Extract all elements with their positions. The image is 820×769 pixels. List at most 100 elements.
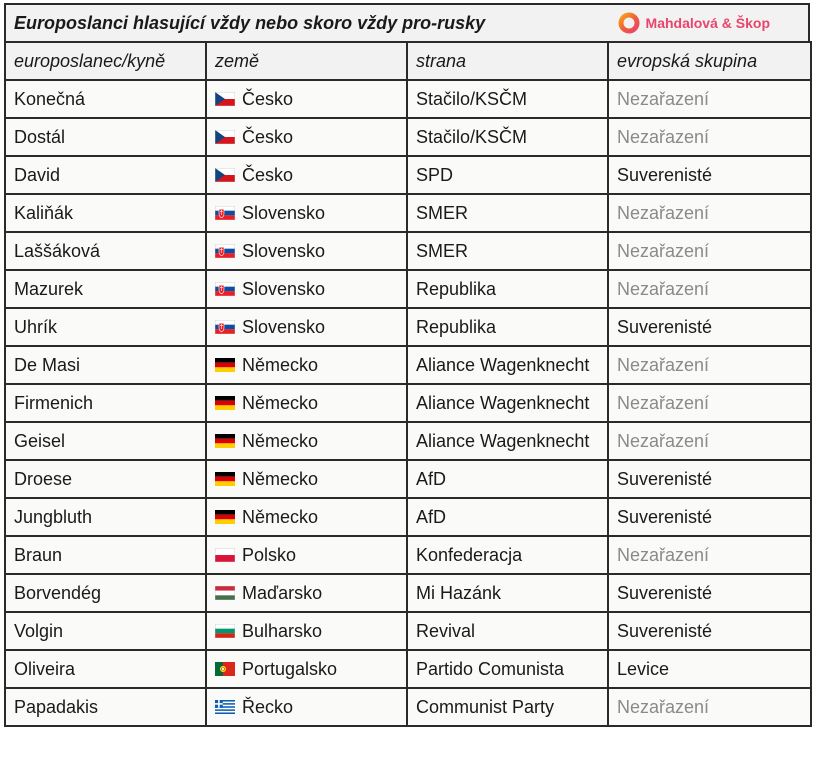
flag-sk-icon [214, 204, 236, 220]
flag-de-icon [215, 470, 235, 486]
flag-pt-icon [215, 660, 235, 676]
flag-sk-icon [214, 318, 236, 334]
party-name: Communist Party [406, 687, 609, 727]
country-name: Česko [242, 126, 294, 147]
group-name: Nezařazení [607, 117, 812, 157]
table-row: Dostál Česko Stačilo/KSČM Nezařazení [4, 117, 812, 157]
country-name: Česko [242, 88, 294, 109]
group-name: Nezařazení [607, 269, 812, 309]
brand: Mahdalová & Škop [618, 12, 770, 34]
country-cell: Česko [205, 155, 408, 195]
country-cell: Maďarsko [205, 573, 408, 613]
group-name: Levice [607, 649, 812, 689]
group-name: Nezařazení [607, 383, 812, 423]
country-name: Řecko [242, 696, 294, 717]
table-row: Laššáková Slovensko SMER Nezařazení [4, 231, 812, 271]
flag-hu-icon [214, 584, 236, 600]
country-cell: Bulharsko [205, 611, 408, 651]
table-row: Droese Německo AfD Suverenisté [4, 459, 812, 499]
table-row: Jungbluth Německo AfD Suverenisté [4, 497, 812, 537]
mep-name: Oliveira [4, 649, 207, 689]
table-row: Konečná Česko Stačilo/KSČM Nezařazení [4, 79, 812, 119]
table-row: Oliveira Portugalsko Partido Comunista Levi… [4, 649, 812, 689]
group-name: Nezařazení [607, 193, 812, 233]
flag-de-icon [215, 508, 235, 524]
country-name: Slovensko [242, 316, 326, 337]
table-row: Kaliňák Slovensko SMER Nezařazení [4, 193, 812, 233]
flag-sk-icon [214, 280, 236, 296]
party-name: Stačilo/KSČM [406, 117, 609, 157]
country-name: Česko [242, 164, 294, 185]
table-row: Papadakis Řecko Communist Party Nezařazení [4, 687, 812, 727]
country-cell: Česko [205, 79, 408, 119]
ring-logo-icon [618, 12, 640, 34]
country-name: Slovensko [242, 278, 326, 299]
flag-bg-icon [214, 622, 236, 638]
country-name: Německo [242, 392, 319, 413]
table-row: Uhrík Slovensko Republika Suverenisté [4, 307, 812, 347]
header-party: strana [406, 41, 609, 81]
country-cell: Německo [205, 383, 408, 423]
country-cell: Portugalsko [205, 649, 408, 689]
group-name: Nezařazení [607, 345, 812, 385]
country-name: Slovensko [242, 202, 326, 223]
table-row: Firmenich Německo Aliance Wagenknecht Nezař… [4, 383, 812, 423]
country-cell: Německo [205, 345, 408, 385]
mep-name: Firmenich [4, 383, 207, 423]
table-row: Volgin Bulharsko Revival Suverenisté [4, 611, 812, 651]
group-name: Nezařazení [607, 231, 812, 271]
party-name: AfD [406, 497, 609, 537]
group-name: Suverenisté [607, 573, 812, 613]
country-cell: Slovensko [205, 193, 408, 233]
country-name: Maďarsko [242, 582, 323, 603]
group-name: Suverenisté [607, 307, 812, 347]
country-cell: Slovensko [205, 269, 408, 309]
brand-name: Mahdalová & Škop [645, 15, 770, 31]
country-name: Bulharsko [242, 620, 323, 641]
flag-pl-icon [214, 546, 236, 562]
vote-table-card: Europoslanci hlasující vždy nebo skoro v… [4, 3, 812, 727]
flag-cz-icon [214, 90, 236, 106]
country-cell: Německo [205, 459, 408, 499]
country-cell: Česko [205, 117, 408, 157]
country-cell: Slovensko [205, 231, 408, 271]
party-name: Republika [406, 307, 609, 347]
table-title: Europoslanci hlasující vždy nebo skoro v… [14, 12, 486, 33]
mep-name: Droese [4, 459, 207, 499]
group-name: Nezařazení [607, 79, 812, 119]
flag-cz-icon [214, 166, 236, 182]
group-name: Suverenisté [607, 155, 812, 195]
group-name: Nezařazení [607, 421, 812, 461]
party-name: Aliance Wagenknecht [406, 421, 609, 461]
mep-name: Mazurek [4, 269, 207, 309]
mep-name: Dostál [4, 117, 207, 157]
party-name: Aliance Wagenknecht [406, 383, 609, 423]
flag-de-icon [215, 394, 235, 410]
table-row: Braun Polsko Konfederacja Nezařazení [4, 535, 812, 575]
country-name: Německo [242, 506, 319, 527]
group-name: Suverenisté [607, 459, 812, 499]
country-cell: Řecko [205, 687, 408, 727]
party-name: SMER [406, 193, 609, 233]
table-row: Geisel Německo Aliance Wagenknecht Nezařaze… [4, 421, 812, 461]
title-bar: Europoslanci hlasující vždy nebo skoro v… [4, 3, 810, 41]
meps-table: europoslanec/kyně země strana evropská s… [4, 41, 812, 727]
mep-name: Geisel [4, 421, 207, 461]
group-name: Suverenisté [607, 611, 812, 651]
header-country: země [205, 41, 408, 81]
party-name: Stačilo/KSČM [406, 79, 609, 119]
header-row: europoslanec/kyně země strana evropská s… [4, 41, 812, 81]
table-row: Mazurek Slovensko Republika Nezařazení [4, 269, 812, 309]
flag-cz-icon [214, 128, 236, 144]
party-name: AfD [406, 459, 609, 499]
country-name: Německo [242, 430, 319, 451]
mep-name: Konečná [4, 79, 207, 119]
party-name: SMER [406, 231, 609, 271]
party-name: Mi Hazánk [406, 573, 609, 613]
header-group: evropská skupina [607, 41, 812, 81]
country-name: Portugalsko [242, 658, 338, 679]
country-name: Slovensko [242, 240, 326, 261]
country-cell: Německo [205, 497, 408, 537]
table-row: Borvendég Maďarsko Mi Hazánk Suverenisté [4, 573, 812, 613]
flag-sk-icon [214, 242, 236, 258]
